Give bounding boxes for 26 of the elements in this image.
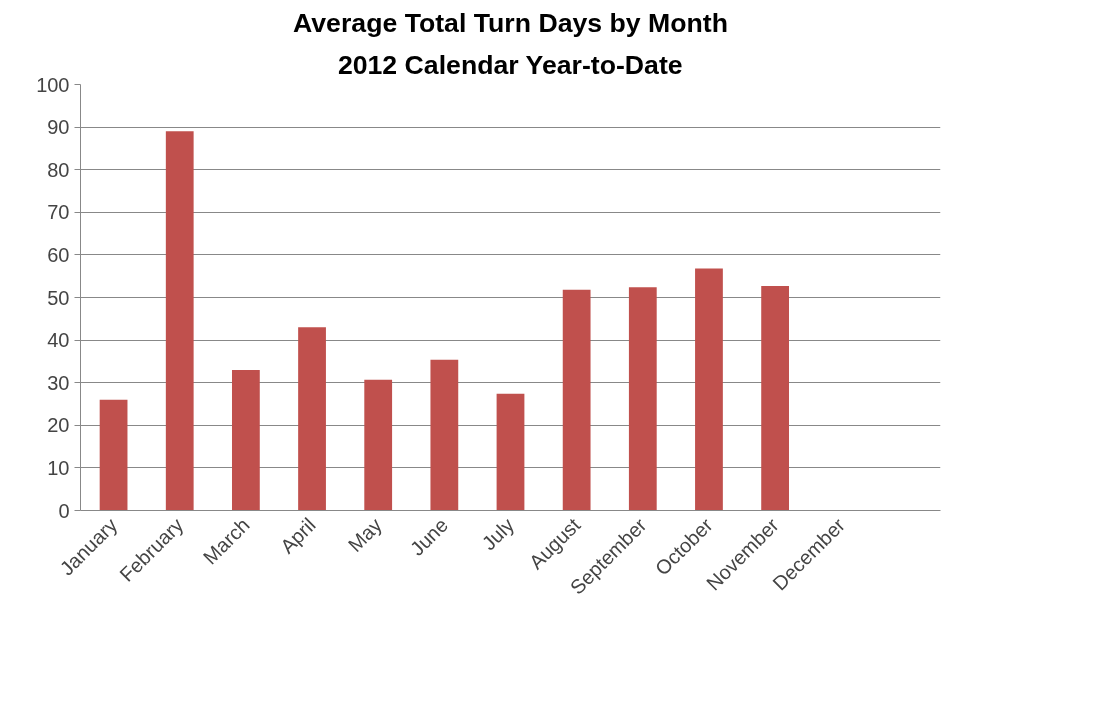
y-tick-label: 60 [47, 243, 70, 266]
bar [430, 359, 459, 511]
bar [165, 131, 194, 511]
x-tick-label: May [343, 513, 386, 556]
y-tick-label: 50 [47, 286, 70, 309]
bar [695, 268, 723, 511]
y-tick-label: 100 [36, 73, 70, 96]
y-tick-label: 90 [47, 116, 70, 139]
bar [761, 286, 790, 511]
chart-subtitle: 2012 Calendar Year-to-Date [337, 49, 683, 80]
y-tick-label: 40 [47, 329, 70, 352]
x-tick-label: July [477, 513, 519, 555]
chart-title: Average Total Turn Days by Month [293, 7, 728, 38]
bar [562, 289, 591, 511]
bar [298, 327, 326, 511]
y-tick-label: 10 [47, 456, 70, 479]
bar [496, 393, 525, 511]
y-tick-label: 70 [47, 201, 70, 224]
bar [231, 369, 260, 511]
y-tick-label: 30 [47, 371, 70, 394]
y-tick-label: 80 [47, 158, 70, 181]
y-tick-label: 0 [58, 499, 70, 522]
y-tick-label: 20 [47, 414, 70, 437]
bar [99, 399, 128, 511]
bar [628, 287, 657, 511]
bar [364, 379, 393, 511]
